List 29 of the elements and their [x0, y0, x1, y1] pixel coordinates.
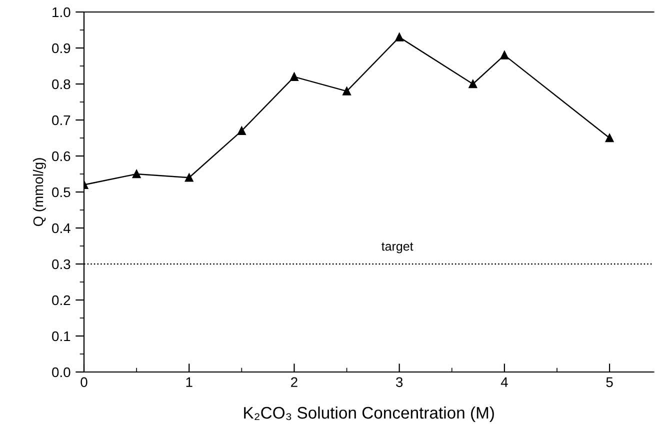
x-tick-label: 1: [186, 377, 192, 387]
y-tick-label: 0.6: [52, 151, 70, 162]
y-tick-label: 0.5: [52, 187, 70, 198]
y-tick-label: 0.4: [52, 223, 70, 234]
point: [237, 126, 246, 135]
x-axis-title: K₂CO₃ Solution Concentration (M): [244, 406, 494, 422]
y-tick-label: 0.3: [52, 259, 70, 270]
y-tick-label: 0.7: [52, 115, 70, 126]
point: [395, 33, 404, 42]
point: [290, 72, 298, 81]
y-tick-label: 0.8: [52, 79, 70, 90]
ref-line-label: target: [382, 242, 414, 254]
y-tick-label: 0.2: [52, 295, 70, 306]
x-tick-label: 0: [80, 377, 88, 388]
point: [605, 134, 614, 142]
x-tick-label: 3: [396, 377, 403, 388]
x-tick-label: 5: [606, 377, 613, 388]
y-tick-label: 0.0: [52, 367, 70, 378]
y-axis-title: Q (mmol/g): [32, 158, 46, 226]
point: [184, 173, 194, 182]
y-tick-label: 1.0: [52, 7, 70, 18]
x-tick-label: 4: [500, 377, 508, 387]
point: [468, 80, 478, 88]
point: [342, 87, 351, 96]
y-tick-label: 0.1: [52, 331, 70, 342]
y-tick-label: 0.9: [52, 43, 70, 54]
x-tick-label: 2: [291, 377, 298, 387]
point: [132, 170, 141, 178]
point: [500, 51, 509, 60]
